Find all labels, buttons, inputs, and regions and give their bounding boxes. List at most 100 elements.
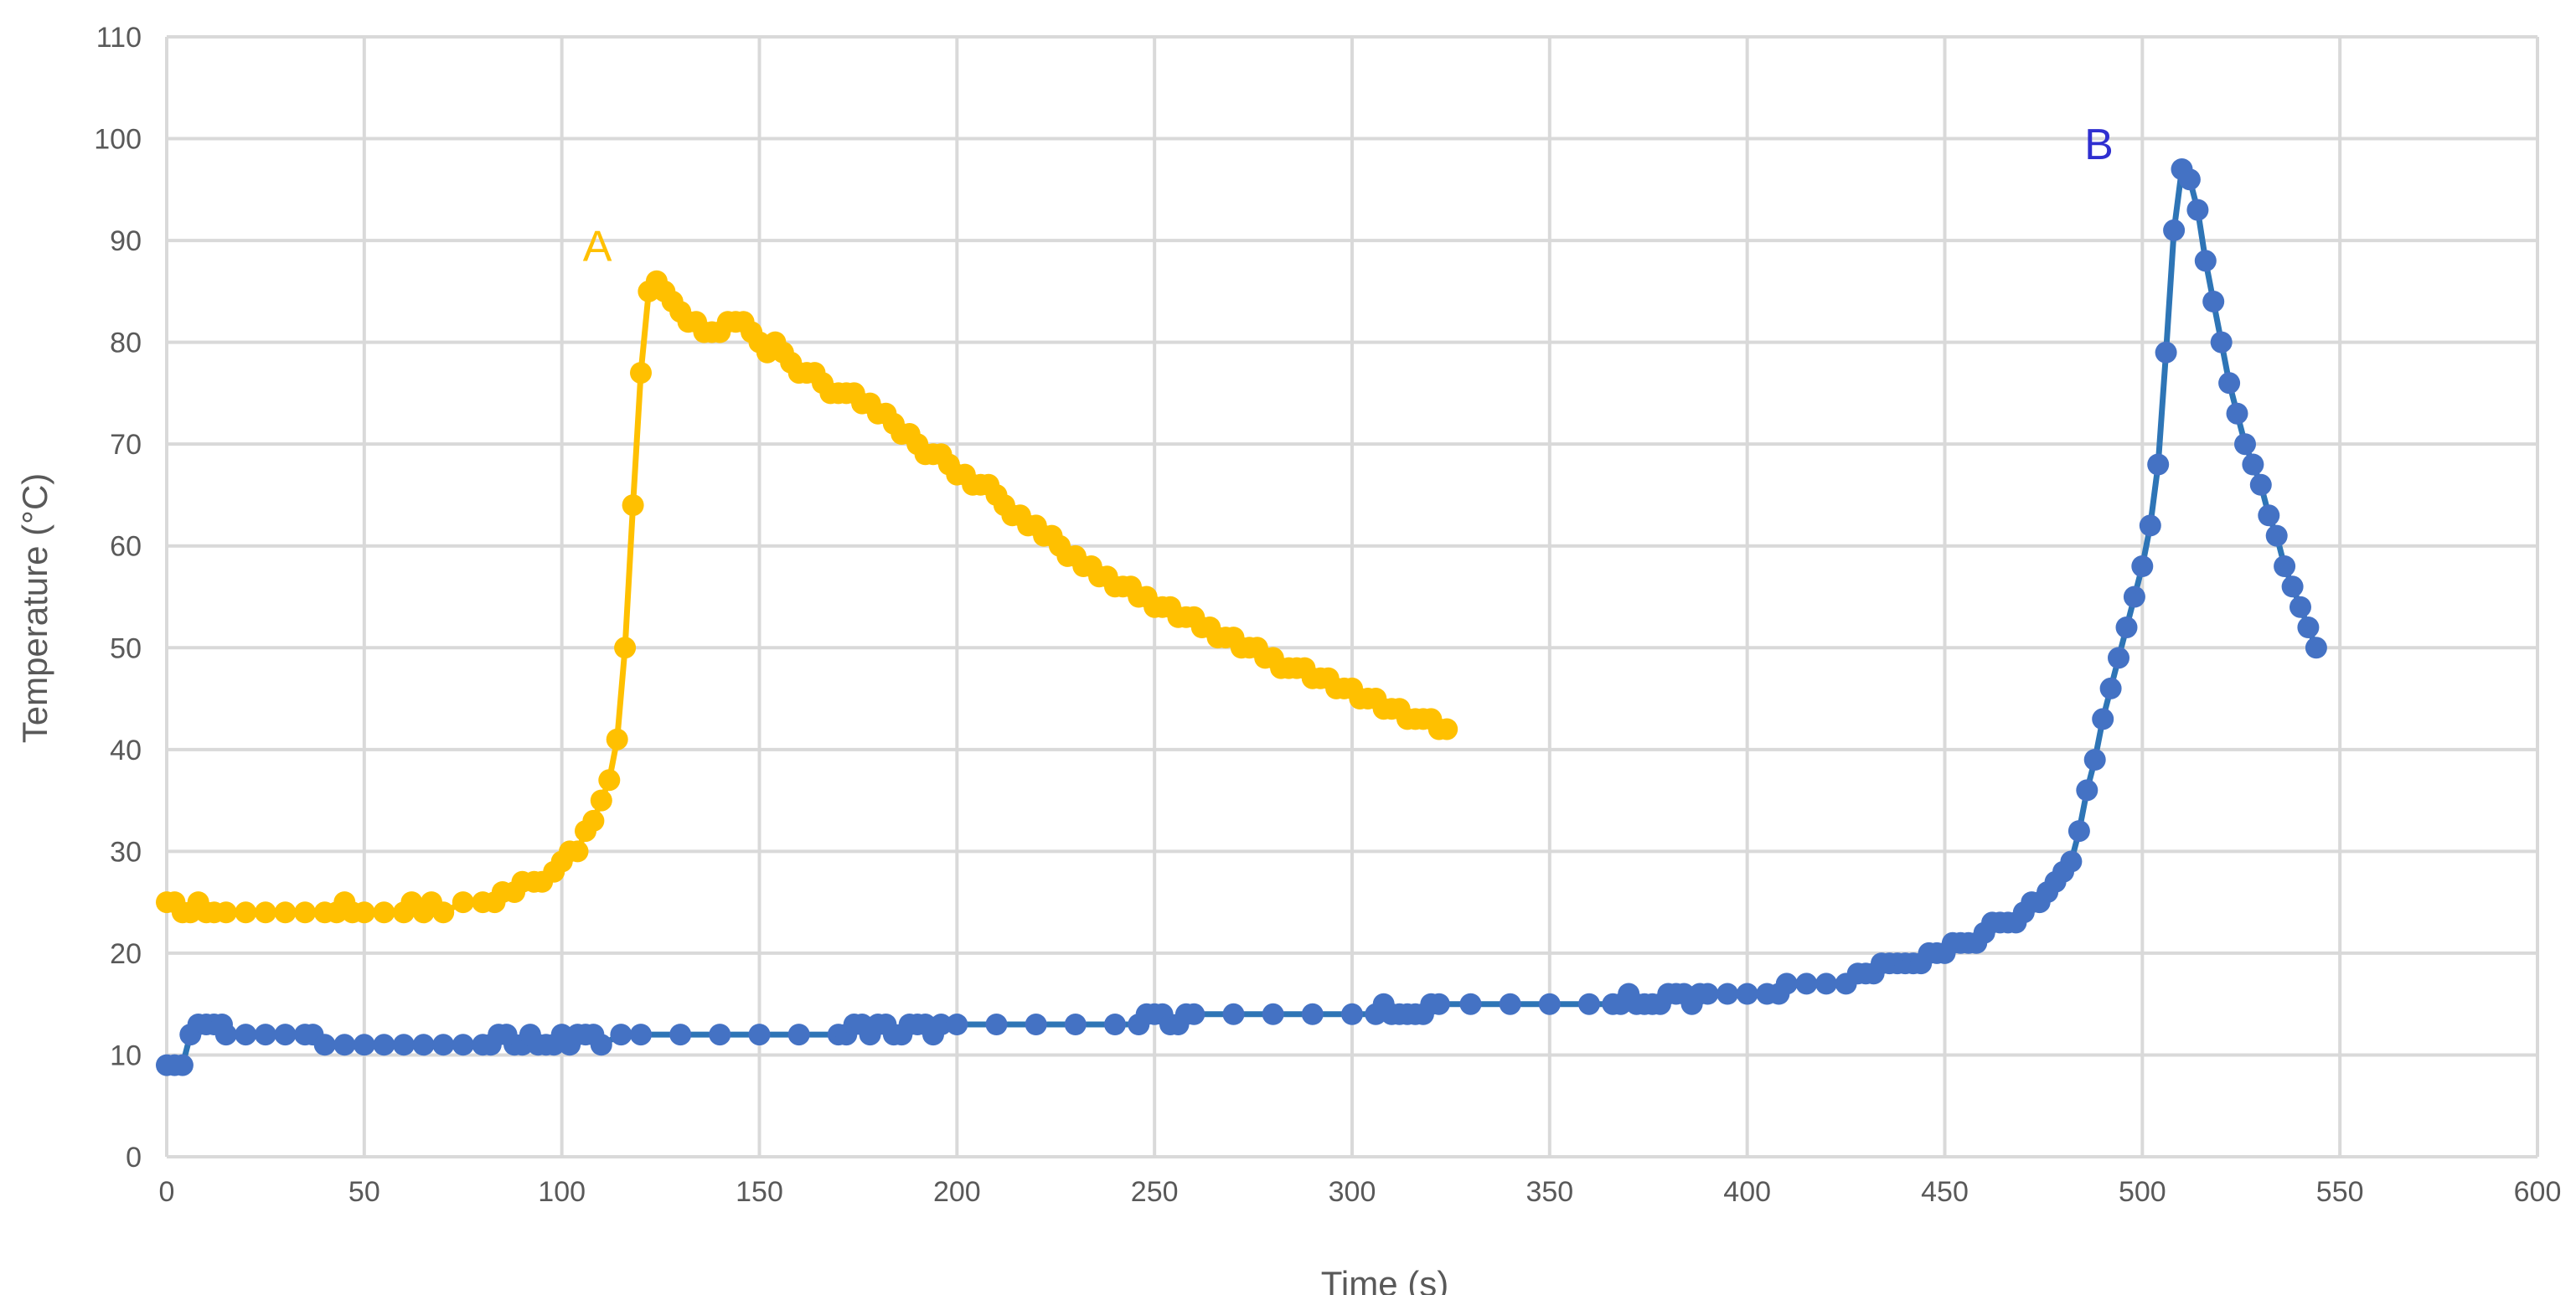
x-tick-label-350: 350: [1525, 1176, 1573, 1208]
series-b-point: [1301, 1003, 1324, 1025]
series-b-point: [2076, 779, 2098, 802]
series-a-point: [214, 901, 237, 924]
x-tick-label-400: 400: [1723, 1176, 1771, 1208]
series-a-point: [235, 901, 257, 924]
series-b-point: [2242, 453, 2264, 476]
series-a-point: [254, 901, 276, 924]
x-tick-label-150: 150: [736, 1176, 783, 1208]
series-b-point: [748, 1024, 771, 1046]
series-b-point: [2139, 514, 2161, 537]
x-axis-title: Time (s): [1321, 1264, 1448, 1295]
series-b-point: [946, 1014, 968, 1035]
series-a-point: [598, 769, 621, 792]
series-b-point: [1538, 993, 1561, 1015]
series-lines: [156, 158, 2327, 1076]
y-tick-label-20: 20: [110, 938, 142, 970]
x-tick-label-100: 100: [538, 1176, 586, 1208]
tick-labels: 0 10 20 30 40 50 60 70 80 90 100 110 0 50 100 150 200 250…: [94, 22, 2561, 1208]
annotations: AB: [583, 121, 2114, 271]
series-b-point: [2202, 291, 2225, 312]
series-b-point: [1775, 973, 1798, 995]
series-b-point: [2163, 219, 2186, 241]
grid: [165, 35, 2539, 1158]
series-b-point: [2155, 341, 2177, 364]
x-tick-label-0: 0: [159, 1176, 175, 1208]
series-b-point: [2281, 575, 2304, 598]
series-b-point: [2305, 637, 2327, 659]
series-b-point: [1716, 983, 1739, 1005]
series-b-point: [2226, 402, 2248, 425]
series-a-point: [294, 901, 317, 924]
series-b-point: [412, 1034, 435, 1056]
series-a-point: [566, 840, 589, 863]
series-b-point: [1795, 973, 1818, 995]
series-b-point: [171, 1054, 194, 1076]
x-tick-label-300: 300: [1329, 1176, 1376, 1208]
series-b-point: [353, 1034, 375, 1056]
series-b-point: [1222, 1003, 1245, 1025]
series-b-point: [1183, 1003, 1205, 1025]
series-b-point: [2265, 524, 2288, 547]
y-tick-label-80: 80: [110, 328, 142, 359]
series-b-point: [1459, 993, 1482, 1015]
series-b-point: [2234, 433, 2256, 456]
annotation-b: B: [2084, 121, 2114, 169]
x-tick-label-550: 550: [2316, 1176, 2364, 1208]
series-b-point: [630, 1024, 652, 1046]
series-b-point: [709, 1024, 731, 1046]
series-b-point: [2186, 199, 2209, 221]
y-tick-label-50: 50: [110, 632, 142, 664]
series-b-point: [1341, 1003, 1363, 1025]
series-b-point: [1578, 993, 1600, 1015]
y-tick-label-60: 60: [110, 531, 142, 563]
series-b-point: [930, 1014, 952, 1035]
series-b-point: [254, 1024, 276, 1046]
y-tick-label-0: 0: [126, 1142, 142, 1174]
series-a-point: [590, 789, 612, 812]
series-b-point: [1262, 1003, 1284, 1025]
series-b-point: [2099, 677, 2122, 699]
series-b-point: [2274, 555, 2296, 577]
annotation-a: A: [583, 222, 612, 271]
series-b-point: [1427, 993, 1450, 1015]
series-a-point: [582, 809, 605, 832]
series-b-point: [235, 1024, 257, 1046]
series-b-point: [2083, 749, 2106, 771]
series-a-point: [452, 891, 474, 914]
series-b-point: [1696, 983, 1719, 1005]
series-b-point: [274, 1024, 297, 1046]
series-b-point: [373, 1034, 395, 1056]
x-tick-label-450: 450: [1921, 1176, 1969, 1208]
y-tick-label-40: 40: [110, 735, 142, 766]
series-b-point: [1104, 1014, 1126, 1035]
series-b-point: [2123, 586, 2145, 608]
x-tick-label-200: 200: [933, 1176, 981, 1208]
series-b-point: [669, 1024, 692, 1046]
x-tick-label-600: 600: [2514, 1176, 2562, 1208]
series-b-point: [2060, 850, 2083, 873]
series-b-point: [1499, 993, 1521, 1015]
series-b-point: [590, 1034, 612, 1056]
series-b-point: [610, 1024, 632, 1046]
series-b-point: [1736, 983, 1758, 1005]
series-b-point: [1815, 973, 1837, 995]
series-b-point: [1025, 1014, 1047, 1035]
series-b-point: [2218, 372, 2241, 395]
series-b-point: [1064, 1014, 1087, 1035]
series-b-point: [333, 1034, 356, 1056]
series-a: [156, 270, 1458, 924]
series-b-point: [432, 1034, 455, 1056]
series-a-point: [373, 901, 395, 924]
y-tick-label-110: 110: [96, 22, 142, 54]
series-a-point: [1436, 718, 1458, 740]
y-tick-label-100: 100: [94, 124, 142, 156]
series-b-point: [2068, 820, 2090, 843]
series-b-point: [2210, 331, 2233, 353]
series-a-point: [606, 728, 628, 751]
y-tick-label-70: 70: [110, 429, 142, 461]
series-b-point: [2249, 473, 2272, 496]
series-a-point: [622, 494, 644, 517]
series-a-point: [274, 901, 297, 924]
